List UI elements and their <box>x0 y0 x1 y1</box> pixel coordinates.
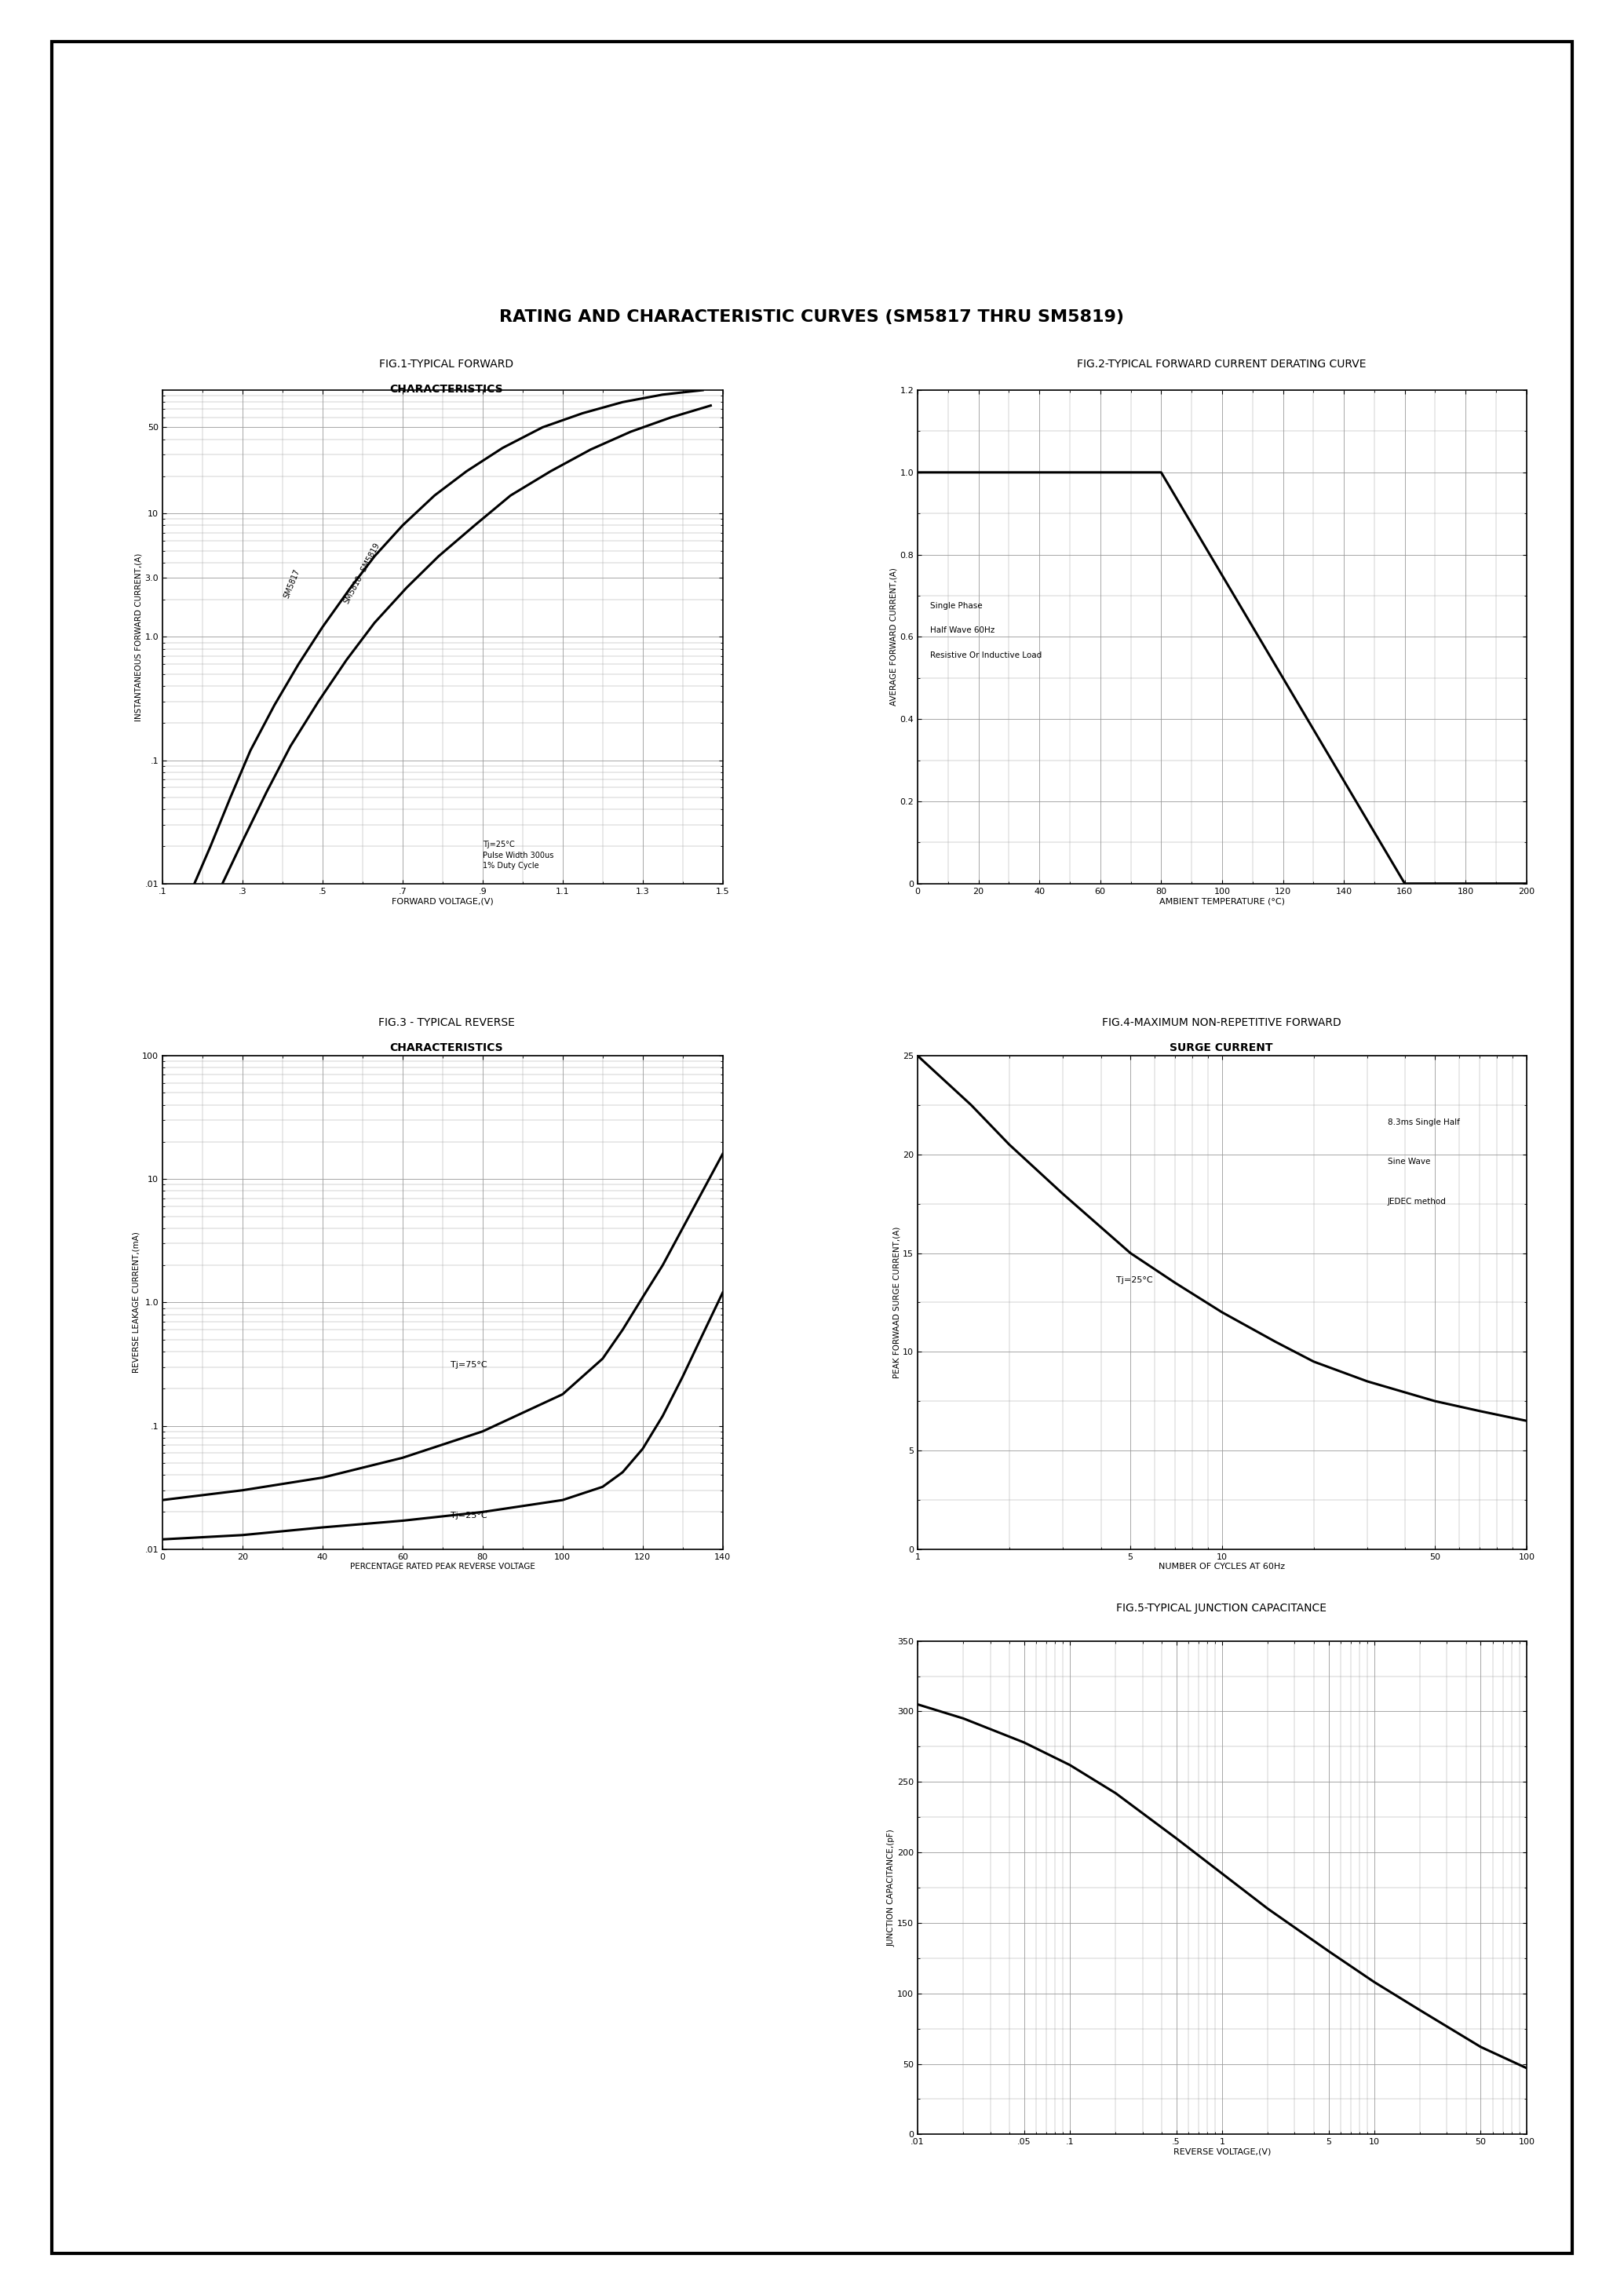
Text: FIG.5-TYPICAL JUNCTION CAPACITANCE: FIG.5-TYPICAL JUNCTION CAPACITANCE <box>1116 1602 1327 1613</box>
Text: FIG.1-TYPICAL FORWARD: FIG.1-TYPICAL FORWARD <box>380 358 513 369</box>
Text: FIG.2-TYPICAL FORWARD CURRENT DERATING CURVE: FIG.2-TYPICAL FORWARD CURRENT DERATING C… <box>1077 358 1366 369</box>
X-axis label: FORWARD VOLTAGE,(V): FORWARD VOLTAGE,(V) <box>391 897 494 904</box>
Y-axis label: JUNCTION CAPACITANCE,(pF): JUNCTION CAPACITANCE,(pF) <box>887 1829 895 1946</box>
X-axis label: PERCENTAGE RATED PEAK REVERSE VOLTAGE: PERCENTAGE RATED PEAK REVERSE VOLTAGE <box>349 1563 536 1570</box>
Text: CHARACTERISTICS: CHARACTERISTICS <box>390 1042 503 1053</box>
Text: Tj=25°C
Pulse Width 300us
1% Duty Cycle: Tj=25°C Pulse Width 300us 1% Duty Cycle <box>482 840 554 870</box>
Text: 8.3ms Single Half: 8.3ms Single Half <box>1389 1118 1460 1127</box>
Y-axis label: PEAK FORWAAD SURGE CURRENT,(A): PEAK FORWAAD SURGE CURRENT,(A) <box>893 1226 900 1379</box>
Text: CHARACTERISTICS: CHARACTERISTICS <box>390 383 503 395</box>
X-axis label: AMBIENT TEMPERATURE (°C): AMBIENT TEMPERATURE (°C) <box>1160 897 1285 904</box>
Y-axis label: REVERSE LEAKAGE CURRENT,(mA): REVERSE LEAKAGE CURRENT,(mA) <box>132 1232 140 1372</box>
Text: RATING AND CHARACTERISTIC CURVES (SM5817 THRU SM5819): RATING AND CHARACTERISTIC CURVES (SM5817… <box>500 310 1124 324</box>
Text: SM5818~SM5819: SM5818~SM5819 <box>343 542 382 606</box>
X-axis label: REVERSE VOLTAGE,(V): REVERSE VOLTAGE,(V) <box>1173 2148 1272 2155</box>
Y-axis label: AVERAGE FORWARD CURRENT,(A): AVERAGE FORWARD CURRENT,(A) <box>890 567 898 707</box>
Text: SM5817: SM5817 <box>283 569 302 599</box>
Text: Resistive Or Inductive Load: Resistive Or Inductive Load <box>929 652 1041 659</box>
Text: FIG.3 - TYPICAL REVERSE: FIG.3 - TYPICAL REVERSE <box>378 1017 515 1028</box>
Text: SURGE CURRENT: SURGE CURRENT <box>1169 1042 1273 1053</box>
Text: Tj=25°C: Tj=25°C <box>1116 1276 1153 1285</box>
Text: JEDEC method: JEDEC method <box>1389 1198 1447 1205</box>
Text: Single Phase: Single Phase <box>929 601 983 610</box>
Text: Tj=25°C: Tj=25°C <box>450 1512 487 1519</box>
Y-axis label: INSTANTANEOUS FORWARD CURRENT,(A): INSTANTANEOUS FORWARD CURRENT,(A) <box>135 553 143 721</box>
Text: Sine Wave: Sine Wave <box>1389 1159 1431 1166</box>
Text: Half Wave 60Hz: Half Wave 60Hz <box>929 627 994 633</box>
X-axis label: NUMBER OF CYCLES AT 60Hz: NUMBER OF CYCLES AT 60Hz <box>1160 1563 1285 1570</box>
Text: Tj=75°C: Tj=75°C <box>450 1361 487 1368</box>
Text: FIG.4-MAXIMUM NON-REPETITIVE FORWARD: FIG.4-MAXIMUM NON-REPETITIVE FORWARD <box>1101 1017 1341 1028</box>
